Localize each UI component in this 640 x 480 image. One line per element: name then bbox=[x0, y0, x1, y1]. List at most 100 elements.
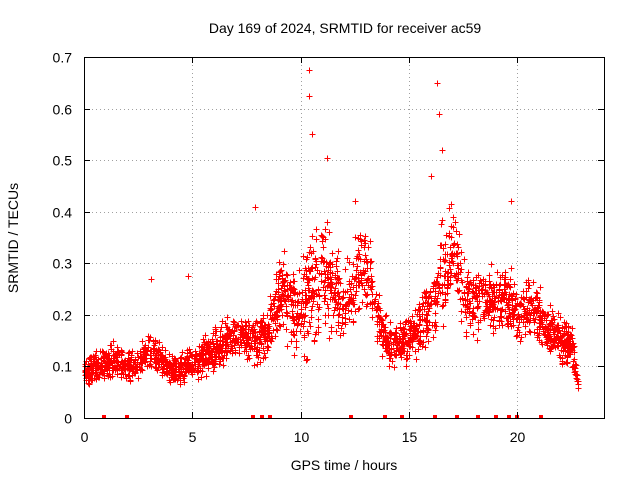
data-point bbox=[564, 331, 571, 338]
data-point bbox=[432, 310, 439, 317]
data-point bbox=[338, 325, 345, 332]
data-point bbox=[159, 344, 166, 351]
data-point bbox=[362, 233, 369, 240]
data-point bbox=[242, 319, 249, 326]
data-point bbox=[252, 204, 259, 211]
data-point bbox=[427, 288, 434, 295]
data-point bbox=[373, 307, 380, 314]
data-point bbox=[456, 231, 463, 238]
data-point bbox=[222, 347, 229, 354]
data-point bbox=[548, 335, 555, 342]
data-point bbox=[310, 248, 317, 255]
data-point bbox=[564, 354, 571, 361]
data-point bbox=[559, 358, 566, 365]
data-point bbox=[110, 338, 117, 345]
data-point bbox=[403, 330, 410, 337]
data-point bbox=[414, 328, 421, 335]
data-point bbox=[361, 286, 368, 293]
data-point bbox=[305, 282, 312, 289]
data-point bbox=[491, 314, 498, 321]
data-point bbox=[185, 273, 192, 280]
data-point bbox=[101, 372, 108, 379]
data-point bbox=[453, 228, 460, 235]
data-point bbox=[279, 312, 286, 319]
data-point bbox=[392, 335, 399, 342]
data-point bbox=[150, 350, 157, 357]
data-point bbox=[353, 288, 360, 295]
data-point bbox=[369, 278, 376, 285]
data-point bbox=[290, 331, 297, 338]
data-point bbox=[261, 336, 268, 343]
data-point bbox=[441, 273, 448, 280]
data-point bbox=[279, 272, 286, 279]
data-point bbox=[439, 289, 446, 296]
data-point bbox=[451, 240, 458, 247]
data-point bbox=[387, 329, 394, 336]
data-point bbox=[565, 324, 572, 331]
zero-marker bbox=[455, 415, 459, 419]
data-point bbox=[407, 343, 414, 350]
data-point bbox=[362, 291, 369, 298]
data-point bbox=[309, 131, 316, 138]
data-point bbox=[452, 219, 459, 226]
data-point bbox=[569, 364, 576, 371]
data-point bbox=[254, 361, 261, 368]
data-point bbox=[335, 279, 342, 286]
data-point bbox=[291, 290, 298, 297]
data-point bbox=[487, 322, 494, 329]
data-point bbox=[297, 328, 304, 335]
data-point bbox=[526, 328, 533, 335]
data-point bbox=[549, 319, 556, 326]
data-point bbox=[88, 354, 95, 361]
data-point bbox=[320, 234, 327, 241]
data-point bbox=[210, 341, 217, 348]
data-point bbox=[302, 304, 309, 311]
data-point bbox=[455, 288, 462, 295]
data-point bbox=[448, 201, 455, 208]
data-point bbox=[446, 262, 453, 269]
data-point bbox=[322, 312, 329, 319]
data-point bbox=[326, 229, 333, 236]
data-point bbox=[463, 329, 470, 336]
data-point bbox=[530, 310, 537, 317]
x-tick-label: 15 bbox=[402, 429, 418, 445]
data-point bbox=[156, 339, 163, 346]
data-point bbox=[333, 263, 340, 270]
data-point bbox=[308, 307, 315, 314]
data-point bbox=[312, 274, 319, 281]
data-point bbox=[260, 315, 267, 322]
data-point bbox=[547, 302, 554, 309]
data-point bbox=[205, 361, 212, 368]
data-point bbox=[515, 324, 522, 331]
data-point bbox=[545, 323, 552, 330]
data-point bbox=[549, 308, 556, 315]
zero-marker bbox=[102, 415, 106, 419]
data-point bbox=[301, 353, 308, 360]
data-point bbox=[135, 375, 142, 382]
data-point bbox=[475, 326, 482, 333]
axis-ticks bbox=[84, 57, 604, 419]
data-point bbox=[507, 284, 514, 291]
data-point bbox=[125, 361, 132, 368]
data-point bbox=[274, 327, 281, 334]
data-point bbox=[118, 370, 125, 377]
data-point bbox=[115, 349, 122, 356]
data-point bbox=[482, 282, 489, 289]
data-point bbox=[343, 303, 350, 310]
data-point bbox=[213, 338, 220, 345]
zero-marker bbox=[251, 415, 255, 419]
data-point bbox=[289, 297, 296, 304]
x-tick-labels: 0 5 10 15 20 bbox=[81, 429, 526, 445]
data-point bbox=[245, 318, 252, 325]
data-point bbox=[364, 276, 371, 283]
data-point bbox=[285, 292, 292, 299]
data-point bbox=[535, 304, 542, 311]
data-point bbox=[308, 314, 315, 321]
data-point bbox=[256, 349, 263, 356]
data-point bbox=[362, 240, 369, 247]
data-point bbox=[322, 295, 329, 302]
data-point bbox=[189, 371, 196, 378]
data-point bbox=[267, 337, 274, 344]
data-point bbox=[203, 373, 210, 380]
data-point bbox=[518, 334, 525, 341]
